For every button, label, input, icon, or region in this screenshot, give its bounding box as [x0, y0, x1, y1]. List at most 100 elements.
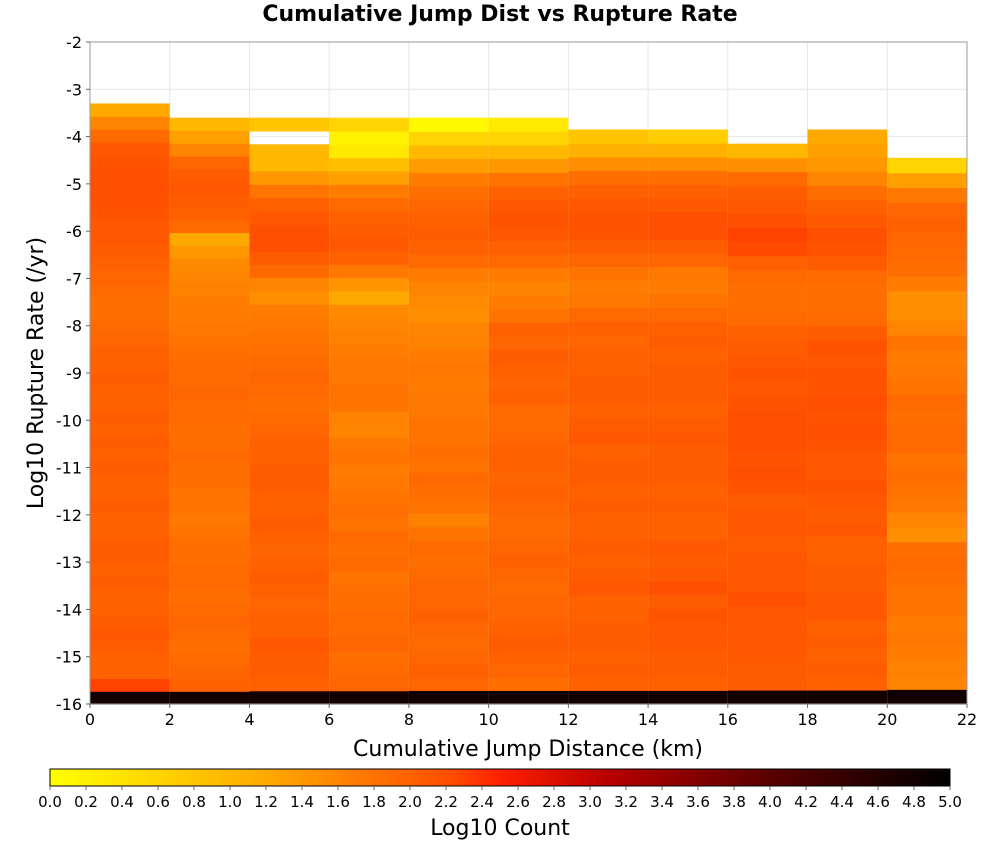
heatmap-cell	[329, 290, 409, 305]
heatmap-cell	[648, 143, 728, 158]
heatmap-cell	[329, 624, 409, 638]
heatmap-cell	[408, 676, 489, 691]
heatmap-cell	[568, 293, 649, 308]
heatmap-cell	[568, 553, 649, 568]
x-axis-label: Cumulative Jump Distance (km)	[353, 737, 703, 762]
y-tick-label: -3	[66, 80, 82, 99]
heatmap-cell	[727, 269, 808, 285]
heatmap-cell	[329, 464, 409, 479]
y-tick-label: -6	[66, 222, 82, 241]
heatmap-cell	[887, 379, 967, 395]
x-tick-label: 4	[244, 710, 254, 729]
heatmap-cell	[169, 245, 250, 259]
heatmap-cell	[249, 317, 330, 332]
heatmap-cell	[727, 227, 808, 243]
heatmap-cell	[169, 614, 250, 629]
heatmap-cell	[568, 690, 649, 705]
heatmap-cell	[887, 659, 967, 676]
heatmap-cell	[887, 320, 967, 336]
heatmap-cell	[887, 482, 967, 498]
heatmap-cell	[568, 403, 649, 418]
heatmap-cell	[807, 255, 888, 271]
heatmap-cell	[568, 471, 649, 486]
heatmap-cell	[329, 570, 409, 585]
heatmap-cell	[648, 307, 728, 322]
heatmap-cell	[488, 213, 569, 228]
heatmap-cell	[90, 192, 170, 207]
heatmap-cell	[887, 600, 967, 617]
heatmap-cell	[727, 311, 808, 327]
heatmap-cell	[169, 551, 250, 565]
heatmap-cell	[807, 577, 888, 593]
heatmap-cell	[329, 184, 409, 199]
colorbar-tick-label: 4.8	[902, 793, 926, 811]
heatmap-cell	[887, 423, 967, 439]
heatmap-cell	[887, 261, 967, 277]
heatmap-cell	[408, 322, 489, 337]
heatmap-cell	[488, 199, 569, 214]
heatmap-cell	[408, 335, 489, 351]
heatmap-cell	[807, 521, 888, 537]
heatmap-cell	[807, 199, 888, 215]
heatmap-cell	[249, 557, 330, 572]
heatmap-cell	[727, 185, 808, 201]
heatmap-cell	[568, 580, 649, 596]
colorbar-tick-label: 0.6	[146, 793, 170, 811]
heatmap-cell	[329, 584, 409, 598]
heatmap-cell	[807, 507, 888, 523]
heatmap-cell	[329, 530, 409, 545]
heatmap-cell	[329, 490, 409, 505]
heatmap-cell	[329, 264, 409, 279]
heatmap-cell	[648, 485, 728, 500]
heatmap-cell	[648, 389, 728, 404]
heatmap-cell	[648, 252, 728, 267]
colorbar-tick-label: 3.8	[722, 793, 746, 811]
heatmap-cell	[727, 647, 808, 663]
heatmap-cell	[90, 346, 170, 360]
heatmap-cell	[887, 305, 967, 321]
heatmap-cell	[727, 157, 808, 173]
heatmap-cell	[408, 431, 489, 446]
heatmap-cell	[169, 194, 250, 208]
heatmap-cell	[90, 448, 170, 462]
heatmap-cell	[90, 691, 170, 705]
heatmap-cell	[807, 647, 888, 663]
heatmap-cell	[648, 649, 728, 664]
heatmap-cell	[568, 156, 649, 172]
x-tick-label: 10	[478, 710, 498, 729]
heatmap-cell	[329, 224, 409, 239]
heatmap-cell	[249, 384, 330, 399]
heatmap-cell	[648, 279, 728, 295]
heatmap-cell	[887, 689, 967, 705]
heatmap-cell	[169, 232, 250, 246]
heatmap-cell	[329, 557, 409, 572]
heatmap-cell	[727, 633, 808, 649]
heatmap-cell	[329, 410, 409, 425]
heatmap-cell	[90, 295, 170, 309]
heatmap-cell	[568, 444, 649, 459]
heatmap-cell	[169, 525, 250, 539]
heatmap-cell	[169, 347, 250, 361]
heatmap-cell	[249, 530, 330, 545]
heatmap-cell	[169, 576, 250, 590]
heatmap-cell	[727, 143, 808, 159]
heatmap-cell	[807, 661, 888, 677]
heatmap-cell	[169, 219, 250, 233]
heatmap-cell	[648, 662, 728, 678]
heatmap-cell	[90, 678, 170, 692]
heatmap-cell	[329, 450, 409, 465]
heatmap-cell	[568, 457, 649, 473]
heatmap-cell	[488, 226, 569, 241]
heatmap-cell	[90, 512, 170, 526]
heatmap-cell	[408, 649, 489, 664]
heatmap-cell	[329, 250, 409, 265]
heatmap-cell	[568, 129, 649, 144]
heatmap-cell	[887, 571, 967, 587]
heatmap-cell	[249, 690, 330, 705]
heatmap-cell	[488, 363, 569, 378]
heatmap-cell	[887, 438, 967, 454]
heatmap-cell	[727, 675, 808, 691]
heatmap-cell	[90, 180, 170, 194]
heatmap-cell	[249, 277, 330, 292]
